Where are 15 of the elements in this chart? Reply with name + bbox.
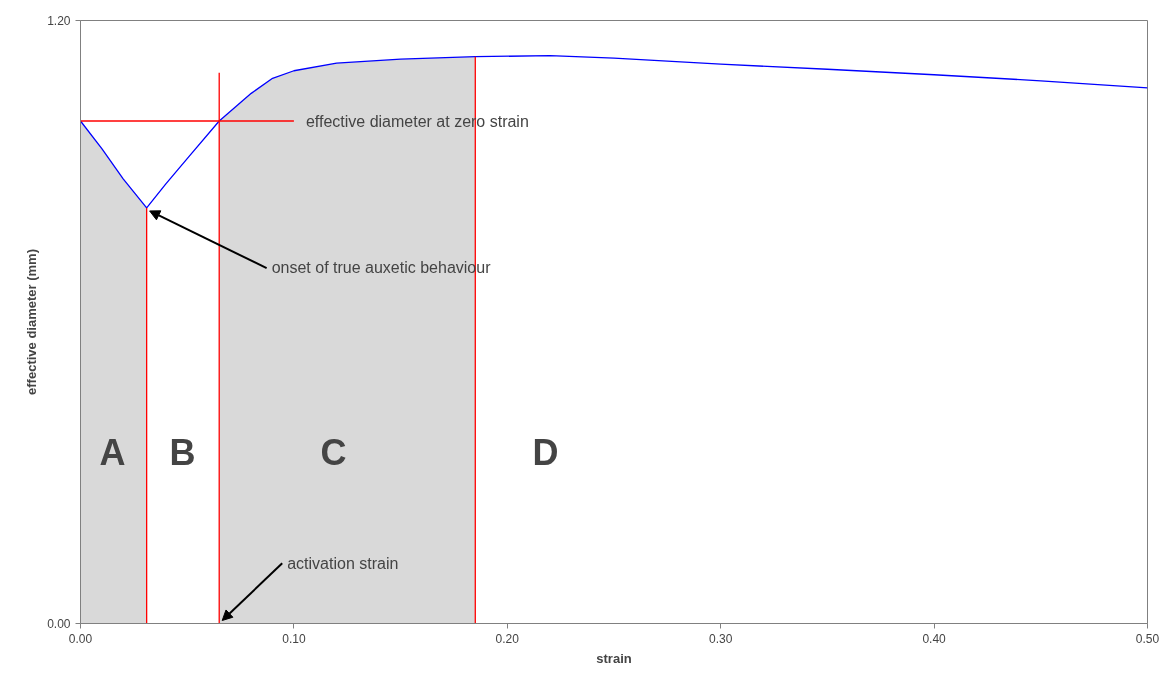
annotation: A — [99, 432, 126, 473]
annotation: C — [320, 432, 347, 473]
x-axis-title: strain — [596, 650, 632, 666]
y-axis-title: effective diameter (mm) — [24, 249, 40, 395]
line-series — [80, 55, 1148, 209]
x-tick-label: 0.50 — [1135, 631, 1160, 646]
x-tick-label: 0.10 — [282, 631, 306, 646]
x-tick-label: 0.40 — [922, 631, 947, 646]
annotation: D — [532, 432, 559, 473]
x-tick-label: 0.20 — [495, 631, 520, 646]
x-tick-label: 0.30 — [709, 631, 733, 646]
annotation: B — [169, 432, 196, 473]
annotation: activation strain — [287, 555, 399, 572]
y-tick-label: 1.20 — [47, 14, 71, 28]
x-tick-label: 0.00 — [68, 631, 93, 646]
